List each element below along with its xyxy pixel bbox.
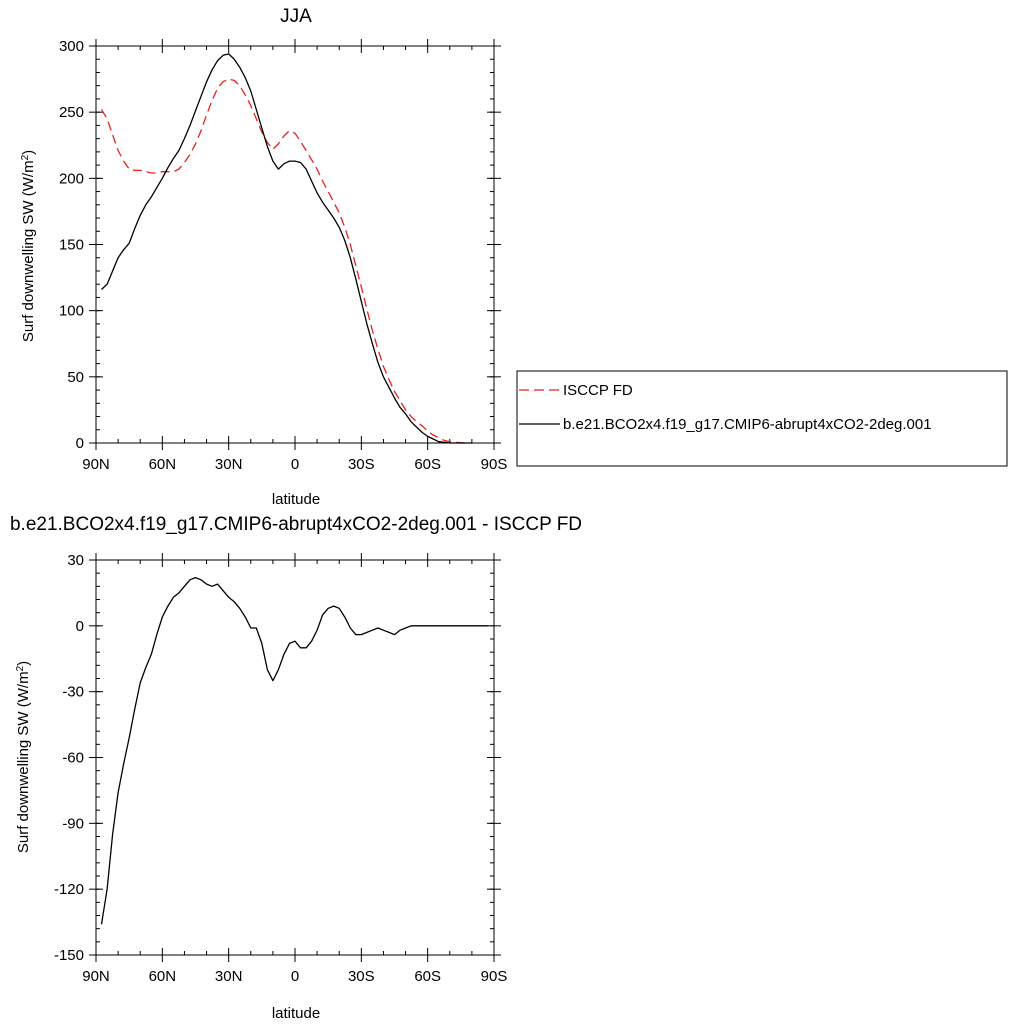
top-x-tick-label: 30S bbox=[348, 456, 375, 473]
bottom-y-tick-label: -60 bbox=[62, 750, 84, 767]
bottom-y-tick-label: 0 bbox=[76, 618, 84, 635]
bottom-y-tick-label: -90 bbox=[62, 815, 84, 832]
bottom-y-label-sup: 2 bbox=[15, 665, 26, 671]
top-panel: JJA latitude Surf downwelling SW (W/m2) … bbox=[20, 6, 1008, 508]
top-x-tick-label: 60N bbox=[149, 456, 177, 473]
bottom-panel: b.e21.BCO2x4.f19_g17.CMIP6-abrupt4xCO2-2… bbox=[10, 514, 582, 1022]
bottom-y-axis-label: Surf downwelling SW (W/m2) bbox=[15, 661, 33, 853]
top-x-tick-label: 60S bbox=[414, 456, 441, 473]
legend-box bbox=[516, 370, 1008, 467]
bottom-y-tick-label: -30 bbox=[62, 684, 84, 701]
top-chart-title: JJA bbox=[280, 6, 312, 27]
top-y-tick-label: 150 bbox=[59, 237, 84, 254]
top-y-tick-label: 0 bbox=[76, 435, 84, 452]
bottom-y-tick-label: -150 bbox=[54, 947, 84, 964]
top-x-tick-label: 0 bbox=[291, 456, 299, 473]
bottom-plot-frame bbox=[95, 559, 495, 956]
top-y-tick-label: 300 bbox=[59, 38, 84, 55]
top-y-tick-label: 200 bbox=[59, 170, 84, 187]
top-x-tick-label: 90S bbox=[481, 456, 508, 473]
legend: ISCCP FD b.e21.BCO2x4.f19_g17.CMIP6-abru… bbox=[516, 370, 1008, 467]
top-y-axis-label: Surf downwelling SW (W/m2) bbox=[20, 150, 38, 342]
bottom-x-tick-label: 90S bbox=[481, 968, 508, 985]
bottom-y-label-close: ) bbox=[15, 661, 32, 666]
bottom-y-label-text: Surf downwelling SW (W/m bbox=[15, 671, 32, 853]
top-x-axis-label: latitude bbox=[272, 491, 320, 508]
legend-label-model: b.e21.BCO2x4.f19_g17.CMIP6-abrupt4xCO2-2… bbox=[563, 416, 932, 433]
bottom-series-line-0 bbox=[100, 576, 489, 925]
bottom-x-tick-label: 90N bbox=[82, 968, 110, 985]
top-plot-area: 90N 60N 30N 0 30S 60S 90S 0 50 100 150 200 250 300 bbox=[59, 38, 507, 473]
top-y-tick-label: 50 bbox=[67, 369, 84, 386]
bottom-x-tick-label: 0 bbox=[291, 968, 299, 985]
top-x-tick-label: 30N bbox=[215, 456, 243, 473]
bottom-plot-area: 90N 60N 30N 0 30S 60S 90S -150 -120 -90 -60 -30 0 30 bbox=[54, 552, 507, 985]
top-y-tick-label: 100 bbox=[59, 303, 84, 320]
top-x-tick-label: 90N bbox=[82, 456, 110, 473]
top-series-line-1 bbox=[101, 53, 472, 444]
bottom-x-tick-label: 60S bbox=[414, 968, 441, 985]
top-series-line-0 bbox=[100, 78, 472, 444]
top-y-label-sup: 2 bbox=[20, 154, 31, 160]
top-y-tick-label: 250 bbox=[59, 104, 84, 121]
bottom-x-axis-label: latitude bbox=[272, 1005, 320, 1022]
bottom-chart-title: b.e21.BCO2x4.f19_g17.CMIP6-abrupt4xCO2-2… bbox=[10, 514, 582, 535]
bottom-x-tick-label: 30S bbox=[348, 968, 375, 985]
top-y-label-close: ) bbox=[20, 150, 37, 155]
bottom-y-tick-label: -120 bbox=[54, 881, 84, 898]
top-y-label-text: Surf downwelling SW (W/m bbox=[20, 160, 37, 342]
bottom-x-tick-label: 60N bbox=[149, 968, 177, 985]
top-plot-frame bbox=[95, 45, 495, 444]
legend-label-isccp: ISCCP FD bbox=[563, 382, 633, 399]
bottom-y-tick-label: 30 bbox=[67, 552, 84, 569]
bottom-x-tick-label: 30N bbox=[215, 968, 243, 985]
